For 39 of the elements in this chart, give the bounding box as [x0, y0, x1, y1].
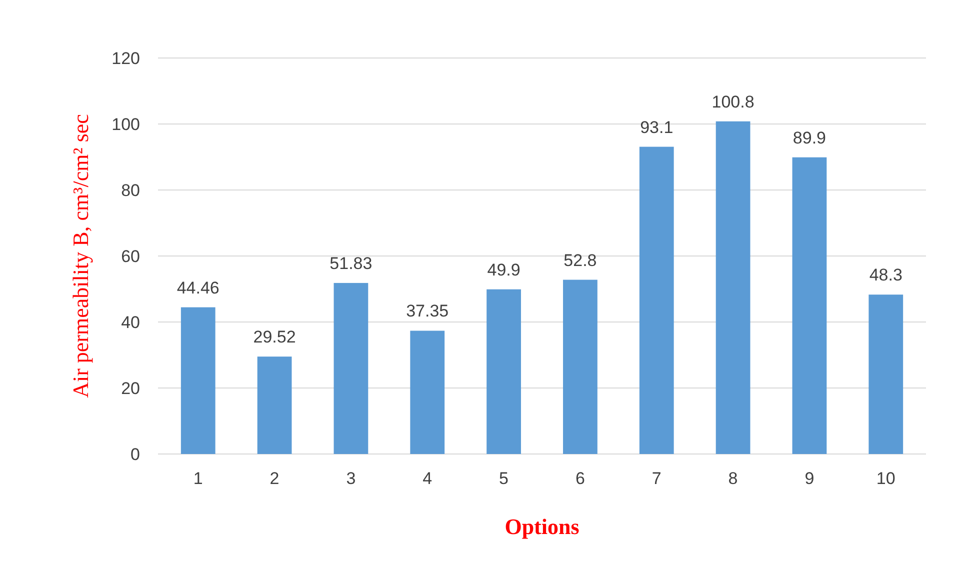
data-label: 89.9 — [792, 128, 826, 148]
bar — [410, 330, 445, 454]
data-label: 51.83 — [330, 254, 372, 273]
data-label: 49.9 — [487, 260, 520, 280]
data-label: 48.3 — [869, 266, 902, 285]
data-label: 52.8 — [564, 250, 597, 270]
x-tick-label: 7 — [652, 469, 662, 488]
y-tick-label: 100 — [112, 114, 140, 134]
data-label: 44.46 — [176, 278, 220, 298]
y-tick-label: 60 — [121, 246, 140, 266]
x-tick-label: 6 — [575, 469, 585, 488]
x-tick-label: 10 — [876, 469, 896, 488]
y-tick-label: 120 — [112, 48, 140, 68]
y-tick-label: 40 — [121, 312, 140, 332]
bar — [334, 282, 368, 454]
bar — [257, 356, 292, 454]
bar — [792, 157, 827, 454]
x-tick-label: 3 — [346, 469, 356, 488]
y-tick-label: 80 — [121, 180, 140, 200]
bar — [563, 280, 598, 454]
bar — [486, 289, 521, 454]
x-tick-label: 8 — [728, 469, 738, 488]
data-label: 37.35 — [406, 302, 449, 321]
x-tick-label: 5 — [499, 469, 509, 488]
y-tick-label: 0 — [130, 444, 140, 464]
y-tick-label: 20 — [121, 378, 140, 398]
x-tick-label: 1 — [193, 469, 203, 488]
data-label: 100.8 — [712, 92, 754, 112]
x-tick-label: 2 — [270, 469, 280, 488]
bar — [716, 121, 750, 454]
bar — [868, 294, 904, 454]
bar — [639, 146, 674, 454]
x-tick-label: 9 — [804, 469, 814, 488]
data-label: 93.1 — [640, 118, 674, 137]
bar — [180, 307, 216, 454]
x-tick-label: 4 — [422, 469, 432, 488]
y-axis-title: Air permeability B, cm³/cm² sec — [68, 114, 93, 398]
data-label: 29.52 — [253, 328, 296, 347]
x-axis-title: Options — [504, 514, 580, 539]
